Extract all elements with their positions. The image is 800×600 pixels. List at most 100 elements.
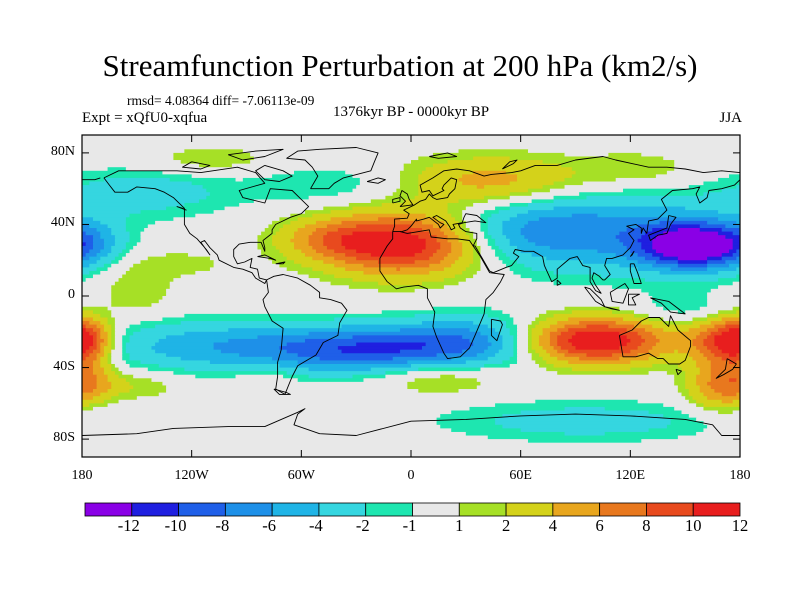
- field-cell-812: [228, 338, 306, 344]
- field-cell-675: [82, 321, 90, 326]
- field-cell-395: [732, 245, 740, 251]
- field-cell-525: [96, 267, 109, 272]
- field-cell-777: [107, 335, 112, 340]
- field-cell-911: [527, 349, 536, 354]
- field-cell-276: [411, 231, 430, 236]
- field-cell-103: [396, 188, 419, 193]
- field-cell-1117: [688, 392, 705, 397]
- field-cell-1025: [480, 367, 547, 372]
- field-cell-1074: [685, 378, 697, 383]
- field-cell-80: [191, 181, 361, 186]
- field-cell-49: [421, 170, 474, 175]
- field-cell-59: [418, 174, 463, 179]
- x-tick-label-4: 60E: [509, 468, 532, 483]
- field-cell-677: [100, 321, 109, 326]
- field-cell-757: [480, 331, 500, 336]
- field-cell-640: [633, 310, 679, 315]
- field-cell-819: [527, 338, 533, 344]
- field-cell-474: [659, 256, 679, 261]
- field-cell-214: [659, 220, 708, 226]
- field-cell-849: [517, 342, 529, 347]
- field-cell-623: [82, 306, 109, 311]
- field-cell-515: [469, 263, 482, 268]
- field-cell-1146: [469, 406, 566, 412]
- field-cell-696: [82, 324, 87, 329]
- field-cell-28: [542, 160, 675, 165]
- field-cell-714: [633, 324, 653, 329]
- field-cell-637: [546, 310, 573, 315]
- field-cell-432: [283, 253, 306, 258]
- field-cell-774: [92, 335, 98, 340]
- field-cell-949: [714, 353, 730, 358]
- field-cell-738: [568, 328, 628, 333]
- field-cell-352: [294, 242, 310, 247]
- field-cell-811: [158, 338, 229, 344]
- field-cell-213: [527, 220, 661, 226]
- field-cell-1005: [279, 363, 412, 369]
- field-cell-351: [272, 242, 295, 247]
- field-cell-457: [147, 256, 211, 261]
- field-cell-211: [487, 220, 503, 226]
- field-cell-284: [502, 231, 522, 236]
- field-cell-656: [707, 313, 719, 319]
- coastline-12: [675, 368, 682, 376]
- field-cell-342: [732, 238, 740, 243]
- field-cell-407: [356, 249, 423, 254]
- field-cell-259: [626, 228, 653, 233]
- field-cell-227: [411, 224, 434, 229]
- coastline-1: [262, 274, 348, 395]
- field-cell-1150: [703, 406, 740, 412]
- field-cell-288: [663, 231, 719, 236]
- field-cell-451: [732, 253, 740, 258]
- field-cell-472: [626, 256, 646, 261]
- field-cell-746: [82, 331, 90, 336]
- field-cell-923: [82, 353, 90, 358]
- field-cell-548: [297, 270, 324, 276]
- field-cell-150: [447, 206, 467, 211]
- field-cell-397: [89, 249, 101, 254]
- field-cell-526: [107, 267, 131, 272]
- field-cell-770: [699, 331, 712, 336]
- field-cell-893: [82, 349, 87, 354]
- field-cell-113: [418, 192, 511, 197]
- coastline-22: [556, 279, 562, 286]
- field-cell-1180: [520, 428, 650, 433]
- field-cell-736: [542, 328, 558, 333]
- field-cell-793: [549, 335, 558, 340]
- field-cell-81: [359, 181, 401, 186]
- field-cell-857: [641, 342, 657, 347]
- field-cell-71: [400, 177, 419, 183]
- field-cell-216: [736, 220, 740, 226]
- field-cell-814: [469, 338, 489, 344]
- field-cell-539: [637, 267, 672, 272]
- field-cell-1043: [666, 371, 686, 376]
- field-cell-87: [582, 181, 705, 186]
- field-cell-409: [436, 249, 452, 254]
- field-cell-824: [568, 338, 631, 344]
- field-cell-247: [297, 228, 317, 233]
- field-cell-138: [239, 202, 350, 208]
- field-cell-310: [491, 235, 507, 240]
- coastline-3: [392, 156, 740, 232]
- field-cell-998: [82, 363, 94, 369]
- field-cell-1016: [92, 367, 105, 372]
- field-cell-495: [502, 260, 518, 265]
- field-cell-659: [92, 317, 109, 322]
- field-cell-870: [125, 346, 153, 351]
- field-cell-481: [111, 260, 120, 265]
- field-cell-1118: [703, 392, 723, 397]
- field-cell-283: [487, 231, 503, 236]
- field-cell-921: [710, 349, 723, 354]
- field-cell-506: [111, 263, 134, 268]
- field-cell-200: [125, 220, 156, 226]
- field-cell-172: [352, 213, 427, 218]
- field-cell-405: [315, 249, 335, 254]
- field-cell-719: [82, 328, 87, 333]
- field-cell-1019: [118, 367, 149, 372]
- field-cell-856: [626, 342, 642, 347]
- field-cell-1179: [451, 428, 522, 433]
- field-cell-569: [82, 278, 87, 283]
- field-cell-668: [568, 317, 624, 322]
- field-cell-1009: [538, 363, 555, 369]
- field-cell-244: [144, 228, 266, 233]
